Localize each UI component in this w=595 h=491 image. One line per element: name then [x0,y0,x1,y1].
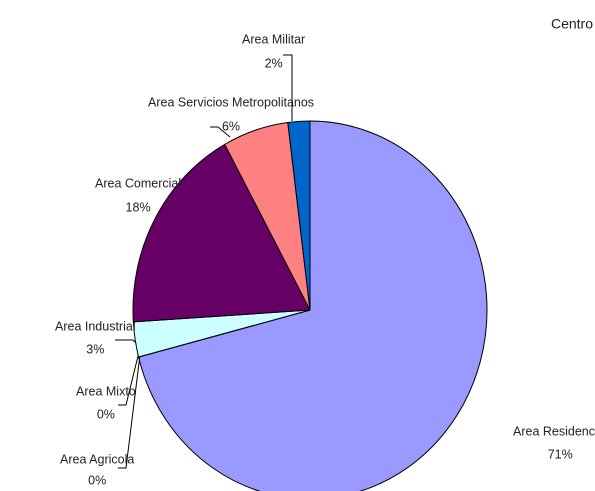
leader-line [210,126,231,138]
leader-line [115,339,137,344]
pie-slice [132,143,311,323]
leader-line [118,351,140,406]
slice-value-label: 18% [126,200,151,214]
slice-value-label: 0% [88,473,106,487]
slice-value-label: 3% [86,342,104,356]
pie-slice [137,120,488,491]
slice-value-label: 71% [548,447,573,461]
slice-label: Area Industrial [55,319,136,333]
slice-label: Area Comercial [95,176,181,190]
slice-label: Area Mixto [76,384,136,398]
slice-value-label: 2% [265,56,283,70]
pie-slice [287,120,311,311]
slice-label: Area Residencial [513,424,595,438]
slice-label: Area Militar [242,32,305,46]
slice-value-label: 0% [97,407,115,421]
slice-label: Area Servicios Metropolitanos [148,95,314,109]
slice-label: Area Agricola [60,452,134,466]
slice-value-label: 6% [222,119,240,133]
leader-line [283,54,293,121]
leader-line [118,354,141,469]
chart-title: Centro [551,16,593,32]
